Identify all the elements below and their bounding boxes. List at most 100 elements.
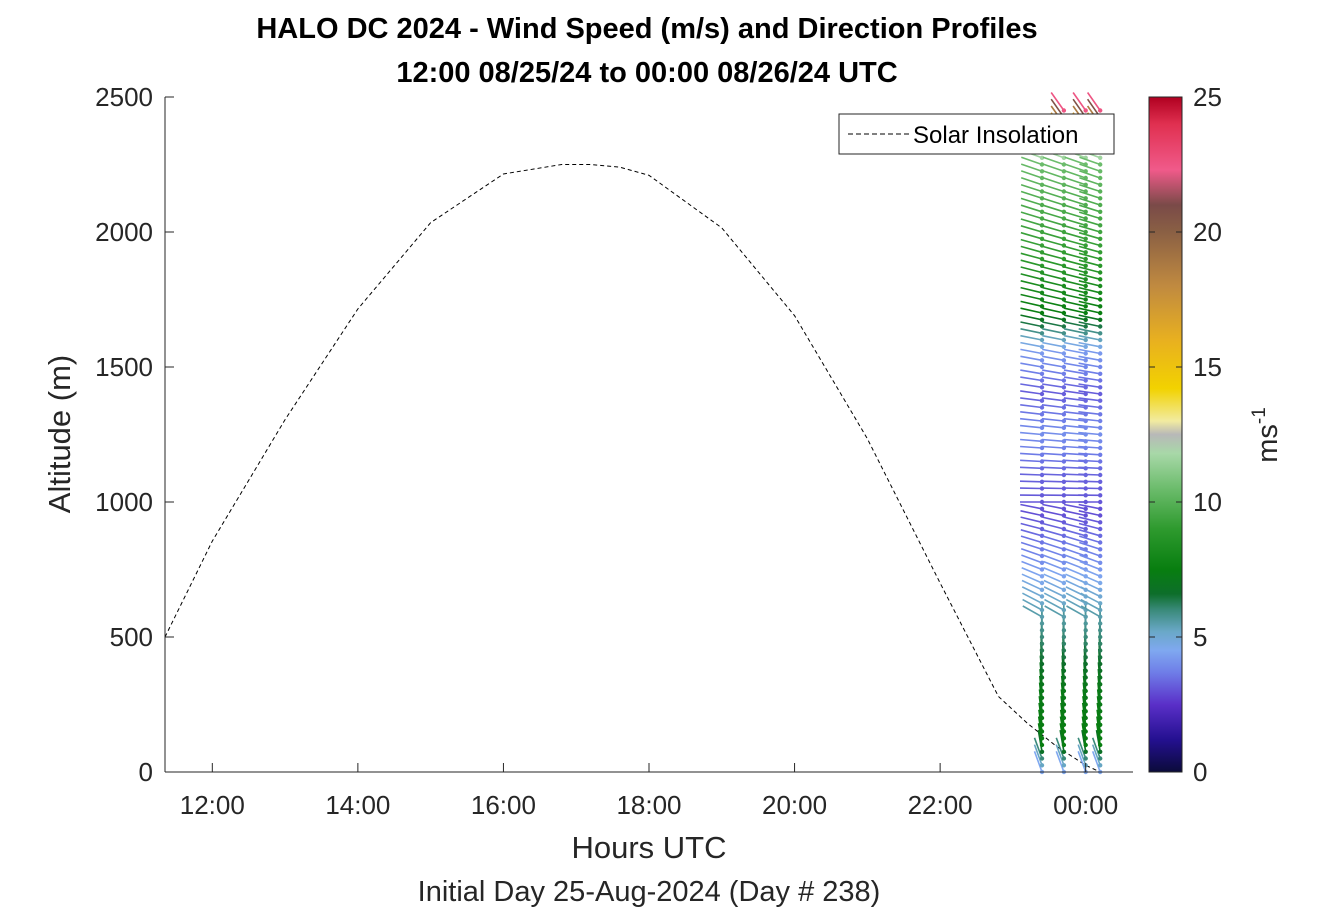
wind-barb [1078,397,1101,402]
wind-barb [1078,259,1101,267]
wind-barb-dot [1098,263,1103,268]
wind-barb-dot [1083,371,1088,376]
wind-barb [1042,554,1065,564]
wind-barb [1063,503,1086,510]
wind-barb [1080,605,1101,618]
wind-barb [1091,737,1101,759]
wind-barb-dot [1061,405,1067,410]
wind-barb-dot [1039,547,1045,552]
wind-barb [1063,404,1086,409]
wind-barb [1042,341,1065,348]
wind-barb [1021,560,1043,571]
wind-barb [1060,702,1065,725]
wind-barb [1063,417,1086,422]
wind-barb [1078,280,1101,287]
wind-barb [1020,376,1043,382]
wind-barb [1020,383,1043,389]
wind-barb-dot [1039,668,1045,673]
x-tick-label: 20:00 [762,790,827,820]
wind-barb-dot [1098,540,1103,545]
wind-barb [1063,424,1086,429]
wind-barb [1041,452,1064,456]
wind-barb [1078,245,1101,254]
wind-barb-dot [1039,756,1045,761]
wind-barb-dot [1039,391,1045,397]
wind-barb [1063,328,1086,335]
wind-barb-dot [1098,628,1103,633]
wind-barb [1064,516,1086,524]
wind-barb-dot [1039,567,1045,572]
y-tick-label: 2500 [95,82,153,112]
colorbar-unit: ms [1252,424,1284,463]
wind-barb-dot [1039,729,1045,734]
solar-insolation-line [164,164,1130,773]
wind-barb-dot [1098,709,1103,714]
wind-barb-dot [1098,459,1103,464]
wind-barb-dot [1039,162,1045,167]
wind-barb [1064,535,1086,544]
wind-barb [1042,280,1065,287]
wind-barb-dot [1083,533,1088,538]
wind-barb-dot [1098,648,1103,653]
wind-barb-dot [1098,452,1103,457]
x-axis-label: Hours UTC [571,830,726,865]
wind-barb [1019,480,1043,483]
wind-barb [1022,605,1043,618]
wind-barb [1078,218,1101,227]
wind-barb [1020,417,1043,422]
wind-barb-dot [1039,648,1045,653]
wind-barb [1079,170,1101,179]
wind-barb-dot [1098,702,1103,707]
wind-barb [1059,729,1065,752]
wind-barb [1063,348,1086,355]
wind-barb-dot [1039,675,1045,680]
wind-barb [1042,355,1065,362]
wind-barb-dot [1039,580,1045,586]
wind-barb [1081,729,1087,752]
wind-barb [1042,307,1065,314]
wind-barb [1020,231,1043,240]
wind-barb [1043,579,1065,591]
wind-barb [1064,225,1086,233]
wind-barb-dot [1083,256,1088,262]
wind-barb [1022,598,1043,611]
wind-barb-dot [1039,749,1045,754]
wind-barb-dot [1098,614,1103,619]
wind-barb [1042,245,1065,254]
wind-barb [1064,522,1086,530]
wind-barb [1066,605,1087,618]
wind-barb [1078,307,1101,314]
wind-barb [1079,183,1101,193]
wind-barb-dot [1083,344,1088,349]
wind-barb-dot [1039,304,1045,309]
wind-barb [1078,529,1101,537]
wind-barb [1022,592,1043,605]
wind-barb [1020,197,1043,206]
wind-barb [1020,334,1043,341]
wind-barb [1064,238,1086,247]
solar-insolation-layer [164,164,1130,773]
wind-barb-dot [1098,189,1103,194]
wind-barb-dot [1083,614,1088,619]
wind-barb-dot [1061,547,1067,552]
wind-barb [1020,245,1043,254]
wind-barb-dot [1083,209,1088,214]
wind-barb [1078,328,1101,335]
wind-barb [1041,383,1065,389]
wind-barb [1078,266,1101,274]
wind-barb-dot [1083,337,1088,343]
wind-barb [1064,204,1086,213]
wind-barb-dot [1039,405,1045,410]
wind-barb-dot [1098,243,1103,248]
wind-barb [1065,598,1087,611]
wind-barb [1063,431,1086,436]
wind-barb [1078,286,1101,294]
wind-barb [1020,238,1043,247]
wind-barb [1037,716,1043,739]
wind-barb-dot [1098,405,1103,410]
wind-barb-dot [1039,351,1045,356]
initial-day-label: Initial Day 25-Aug-2024 (Day # 238) [418,876,881,908]
wind-barb [1078,452,1101,456]
wind-barb [1096,709,1101,732]
wind-barb-dot [1061,688,1067,694]
